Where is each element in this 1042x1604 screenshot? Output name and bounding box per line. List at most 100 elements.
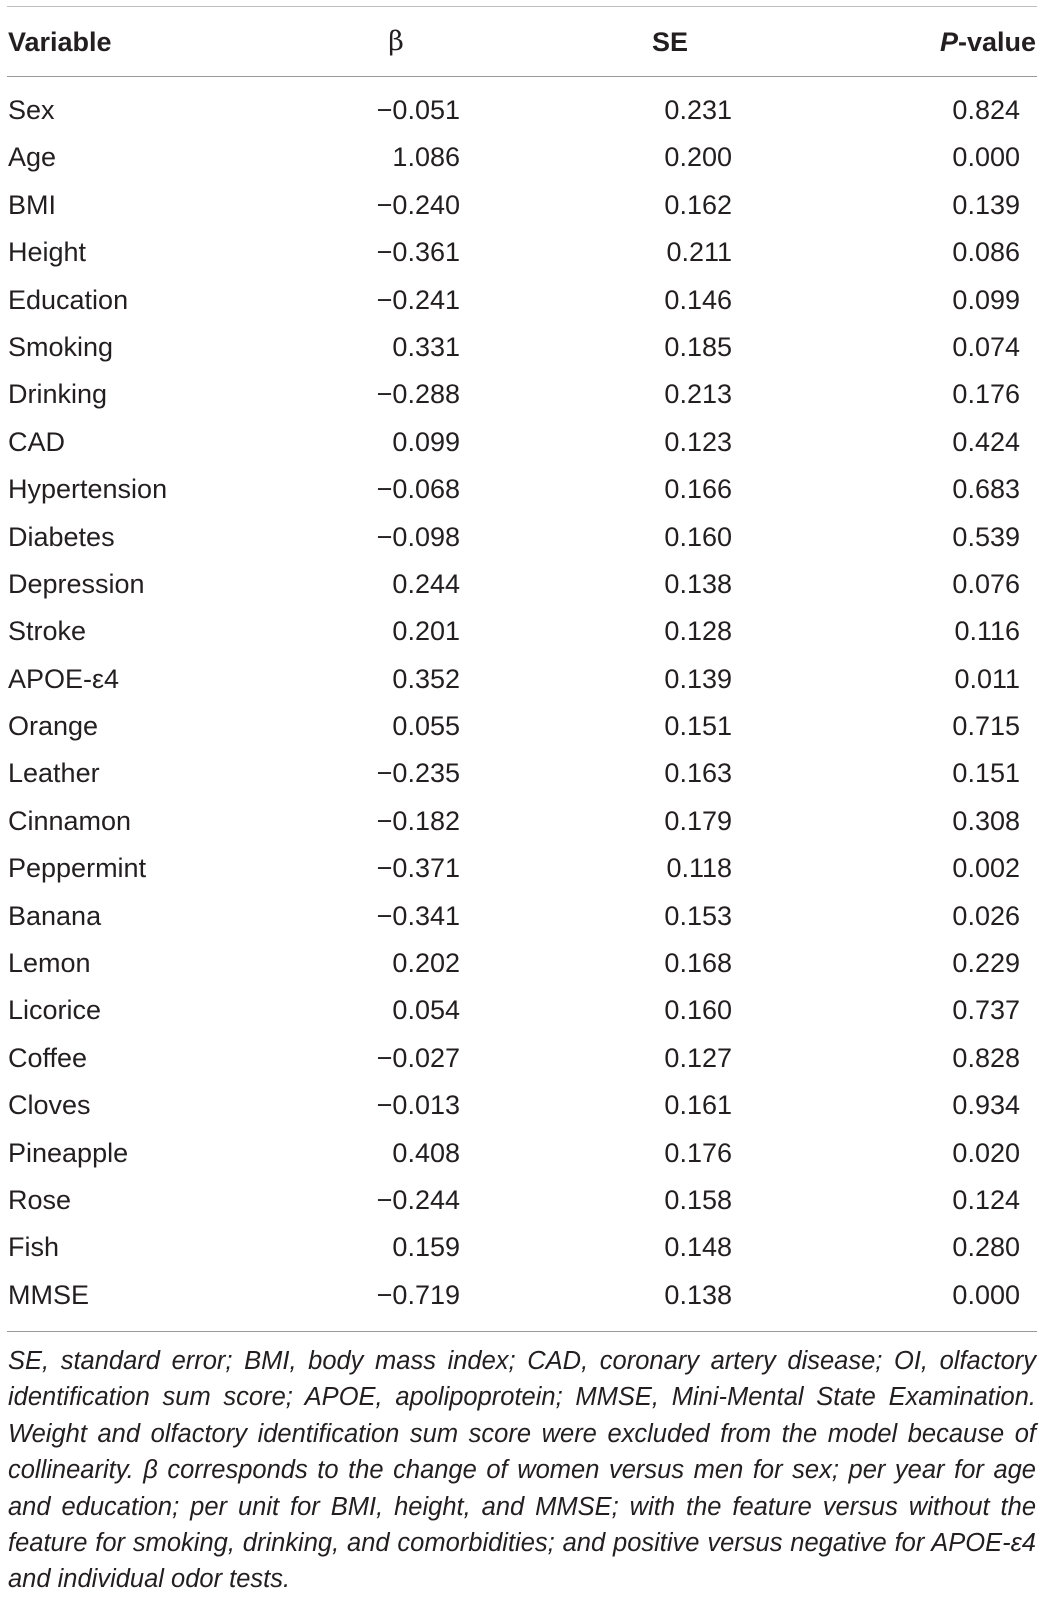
cell-p-value: 0.308	[952, 805, 1020, 836]
cell-se: 0.139	[664, 663, 732, 694]
cell-p-value: 0.824	[952, 95, 1020, 125]
cell-p-value: 0.737	[952, 995, 1020, 1026]
cell-se: 0.128	[664, 616, 732, 647]
table-row: Leather −0.235 0.163 0.151	[0, 751, 1042, 798]
cell-p-value: 0.000	[952, 142, 1020, 173]
cell-se: 0.161	[664, 1090, 732, 1121]
table-row: MMSE −0.719 0.138 0.000	[0, 1273, 1042, 1320]
cell-p-value: 0.229	[952, 948, 1020, 979]
cell-p-value: 0.074	[952, 331, 1020, 362]
cell-beta: −0.288	[376, 379, 460, 410]
table-row: Diabetes −0.098 0.160 0.539	[0, 515, 1042, 562]
table-top-rule	[7, 6, 1037, 7]
cell-variable: Age	[8, 142, 57, 173]
cell-se: 0.185	[664, 331, 732, 362]
cell-se: 0.211	[666, 237, 732, 268]
cell-p-value: 0.011	[954, 663, 1020, 694]
cell-beta: −0.098	[376, 521, 460, 552]
cell-beta: 0.244	[392, 568, 460, 599]
cell-p-value: 0.176	[952, 379, 1020, 410]
table-row: Cloves −0.013 0.161 0.934	[0, 1083, 1042, 1130]
table-row: Licorice 0.054 0.160 0.737	[0, 988, 1042, 1035]
cell-variable: Drinking	[8, 379, 108, 410]
cell-variable: Banana	[8, 900, 102, 931]
cell-variable: Smoking	[8, 331, 114, 362]
cell-variable: Leather	[8, 758, 100, 789]
cell-se: 0.163	[664, 758, 732, 789]
cell-beta: −0.013	[376, 1090, 460, 1121]
header-variable: Variable	[8, 27, 112, 57]
table-row: Smoking 0.331 0.185 0.074	[0, 325, 1042, 372]
table-row: Drinking −0.288 0.213 0.176	[0, 372, 1042, 419]
table-row: Lemon 0.202 0.168 0.229	[0, 941, 1042, 988]
cell-beta: −0.182	[376, 805, 460, 836]
cell-variable: Fish	[8, 1232, 60, 1263]
cell-se: 0.179	[664, 805, 732, 836]
cell-p-value: 0.139	[952, 189, 1020, 220]
cell-variable: Coffee	[8, 1042, 88, 1073]
cell-p-value: 0.086	[952, 237, 1020, 268]
table-row: Orange 0.055 0.151 0.715	[0, 704, 1042, 751]
cell-p-value: 0.828	[952, 1042, 1020, 1073]
cell-se: 0.151	[664, 711, 732, 742]
cell-beta: −0.068	[376, 474, 460, 505]
header-beta: β	[388, 26, 404, 57]
cell-p-value: 0.934	[952, 1090, 1020, 1121]
table-row: Sex −0.051 0.231 0.824	[0, 88, 1042, 135]
cell-variable: Orange	[8, 711, 99, 742]
cell-variable: Licorice	[8, 995, 102, 1026]
cell-variable: Hypertension	[8, 474, 168, 505]
cell-variable: Stroke	[8, 616, 87, 647]
cell-variable: CAD	[8, 426, 66, 457]
cell-p-value: 0.002	[952, 853, 1020, 884]
cell-p-value: 0.099	[952, 284, 1020, 315]
cell-variable: Education	[8, 284, 129, 315]
cell-beta: −0.719	[376, 1279, 460, 1310]
cell-se: 0.166	[664, 474, 732, 505]
cell-se: 0.138	[664, 568, 732, 599]
cell-p-value: 0.683	[952, 474, 1020, 505]
table-bottom-rule	[7, 1331, 1037, 1332]
cell-beta: 0.202	[392, 948, 460, 979]
cell-beta: −0.361	[376, 237, 460, 268]
table-row: Hypertension −0.068 0.166 0.683	[0, 467, 1042, 514]
cell-se: 0.153	[664, 900, 732, 931]
cell-se: 0.231	[664, 95, 732, 125]
table-row: Coffee −0.027 0.127 0.828	[0, 1036, 1042, 1083]
cell-se: 0.213	[664, 379, 732, 410]
cell-p-value: 0.280	[952, 1232, 1020, 1263]
cell-variable: APOE-ε4	[8, 663, 120, 694]
cell-beta: 0.159	[392, 1232, 460, 1263]
cell-beta: −0.027	[376, 1042, 460, 1073]
table-row: Pineapple 0.408 0.176 0.020	[0, 1131, 1042, 1178]
cell-se: 0.168	[664, 948, 732, 979]
cell-beta: 0.352	[392, 663, 460, 694]
cell-beta: −0.235	[376, 758, 460, 789]
cell-p-value: 0.151	[952, 758, 1020, 789]
cell-beta: 0.054	[392, 995, 460, 1026]
cell-beta: 0.331	[392, 331, 460, 362]
table-row: Height −0.361 0.211 0.086	[0, 230, 1042, 277]
cell-p-value: 0.020	[952, 1137, 1020, 1168]
header-p-italic: P	[939, 27, 958, 57]
cell-se: 0.200	[664, 142, 732, 173]
table-row: Peppermint −0.371 0.118 0.002	[0, 846, 1042, 893]
cell-beta: −0.371	[376, 853, 460, 884]
cell-beta: −0.241	[376, 284, 460, 315]
table-row: Fish 0.159 0.148 0.280	[0, 1225, 1042, 1272]
table-row: Education −0.241 0.146 0.099	[0, 278, 1042, 325]
cell-p-value: 0.000	[952, 1279, 1020, 1310]
cell-beta: −0.240	[376, 189, 460, 220]
cell-se: 0.123	[664, 426, 732, 457]
cell-beta: −0.244	[376, 1184, 460, 1215]
table-footnote: SE, standard error; BMI, body mass index…	[8, 1347, 1036, 1594]
cell-se: 0.158	[664, 1184, 732, 1215]
cell-variable: Lemon	[8, 948, 91, 979]
table-row: Stroke 0.201 0.128 0.116	[0, 609, 1042, 656]
cell-se: 0.176	[664, 1137, 732, 1168]
cell-variable: Rose	[8, 1184, 72, 1215]
cell-variable: Diabetes	[8, 521, 115, 552]
cell-variable: Depression	[8, 568, 145, 599]
cell-beta: −0.051	[376, 95, 460, 125]
